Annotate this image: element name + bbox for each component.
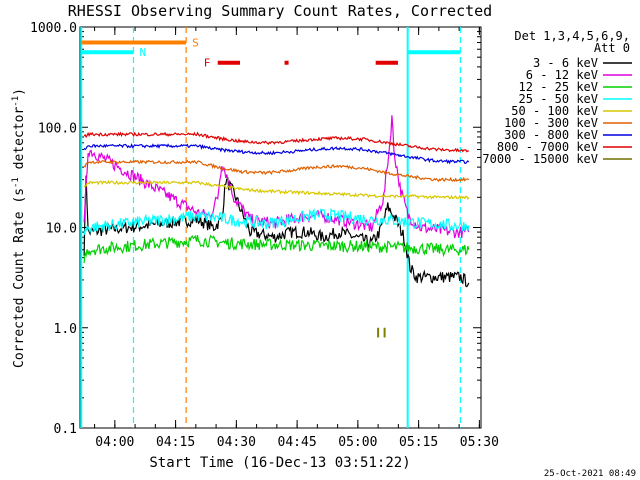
legend-label: 7000 - 15000 keV xyxy=(482,152,598,166)
legend-label: 800 - 7000 keV xyxy=(497,140,598,154)
legend-label: 6 - 12 keV xyxy=(526,68,598,82)
axis-ticks xyxy=(80,26,481,429)
x-axis-label: Start Time (16-Dec-13 03:51:22) xyxy=(149,455,410,471)
y-tick-label: 10.0 xyxy=(46,222,77,237)
y-tick-labels: 1000.0 100.0 10.0 1.0 0.1 xyxy=(30,21,77,437)
series-line-25-50-kev xyxy=(83,207,470,236)
flag-label-s: S xyxy=(192,37,199,50)
y-tick-label: 1000.0 xyxy=(30,21,77,36)
y-axis-label: Corrected Count Rate (s-1 detector-1) xyxy=(11,88,27,368)
series-line-3-6-kev xyxy=(83,175,470,288)
series-lines xyxy=(83,115,470,288)
series-line-12-25-kev xyxy=(83,234,470,264)
series-line-800-7000-kev xyxy=(83,131,469,153)
x-tick-label: 04:00 xyxy=(95,435,134,450)
legend-header-detectors: Det 1,3,4,5,6,9, xyxy=(514,29,630,43)
x-tick-label: 05:30 xyxy=(460,435,499,450)
chart-title: RHESSI Observing Summary Count Rates, Co… xyxy=(68,2,492,20)
x-tick-label: 04:30 xyxy=(217,435,256,450)
legend-header-attenuator: Att 0 xyxy=(594,41,630,55)
y-tick-label: 0.1 xyxy=(54,422,77,437)
flag-label-n: N xyxy=(139,46,146,59)
series-line-300-800-kev xyxy=(83,142,470,165)
y-tick-label: 100.0 xyxy=(38,121,77,136)
legend-label: 100 - 300 keV xyxy=(504,116,598,130)
legend-label: 300 - 800 keV xyxy=(504,128,598,142)
plot-area: S N F xyxy=(79,26,482,429)
series-line-100-300-kev xyxy=(83,159,470,183)
x-tick-label: 05:15 xyxy=(399,435,438,450)
x-tick-labels: 04:00 04:15 04:30 04:45 05:00 05:15 05:30 xyxy=(95,435,499,450)
generation-timestamp: 25-Oct-2021 08:49 xyxy=(544,469,636,479)
legend-label: 12 - 25 keV xyxy=(519,80,598,94)
x-tick-label: 04:15 xyxy=(156,435,195,450)
x-tick-label: 05:00 xyxy=(338,435,377,450)
x-tick-label: 04:45 xyxy=(278,435,317,450)
y-tick-label: 1.0 xyxy=(54,322,77,337)
series-line-50-100-kev xyxy=(83,179,470,201)
legend-label: 25 - 50 keV xyxy=(519,92,598,106)
mode-markers: S N F xyxy=(80,27,461,428)
legend-label: 3 - 6 keV xyxy=(533,56,598,70)
legend-label: 50 - 100 keV xyxy=(511,104,598,118)
flag-label-f: F xyxy=(204,57,211,70)
